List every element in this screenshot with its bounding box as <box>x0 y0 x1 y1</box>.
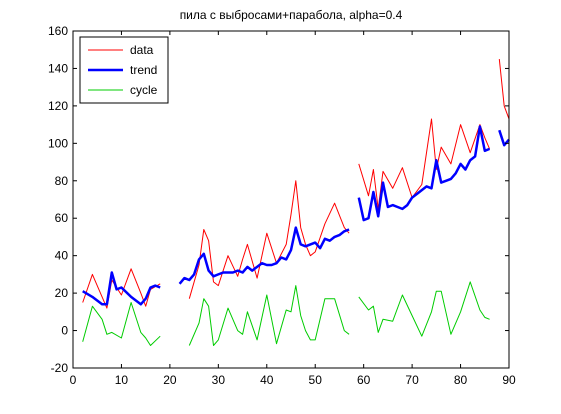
chart-title: пила с выбросами+парабола, alpha=0.4 <box>180 8 403 22</box>
series-line-cycle <box>82 281 490 346</box>
axis-ticks: 0 10 20 30 40 50 60 70 80 90-20020406080100120140… <box>48 24 516 387</box>
legend-label-data: data <box>130 43 154 57</box>
legend-label-cycle: cycle <box>130 83 158 97</box>
y-tick-label: 20 <box>55 286 69 300</box>
plot-frame <box>72 30 510 369</box>
x-tick-label: 10 <box>115 373 129 387</box>
x-tick-label: 30 <box>212 373 226 387</box>
x-tick-label: 20 <box>163 373 177 387</box>
x-tick-label: 80 <box>454 373 468 387</box>
y-tick-label: 120 <box>48 99 68 113</box>
y-tick-label: -20 <box>51 361 69 375</box>
legend: data trend cycle <box>79 36 169 104</box>
series-line-data <box>82 59 510 309</box>
y-tick-label: 140 <box>48 61 68 75</box>
x-tick-label: 70 <box>405 373 419 387</box>
legend-label-trend: trend <box>130 63 157 77</box>
y-tick-label: 60 <box>55 211 69 225</box>
x-tick-label: 50 <box>309 373 323 387</box>
y-tick-label: 0 <box>61 324 68 338</box>
y-tick-label: 100 <box>48 136 68 150</box>
y-tick-label: 80 <box>55 174 69 188</box>
x-tick-label: 60 <box>357 373 371 387</box>
y-tick-label: 40 <box>55 249 69 263</box>
x-tick-label: 0 <box>70 373 77 387</box>
series-line-trend <box>82 125 510 306</box>
y-tick-label: 160 <box>48 24 68 38</box>
x-tick-label: 90 <box>502 373 516 387</box>
series-layer <box>82 59 510 346</box>
x-tick-label: 40 <box>260 373 274 387</box>
